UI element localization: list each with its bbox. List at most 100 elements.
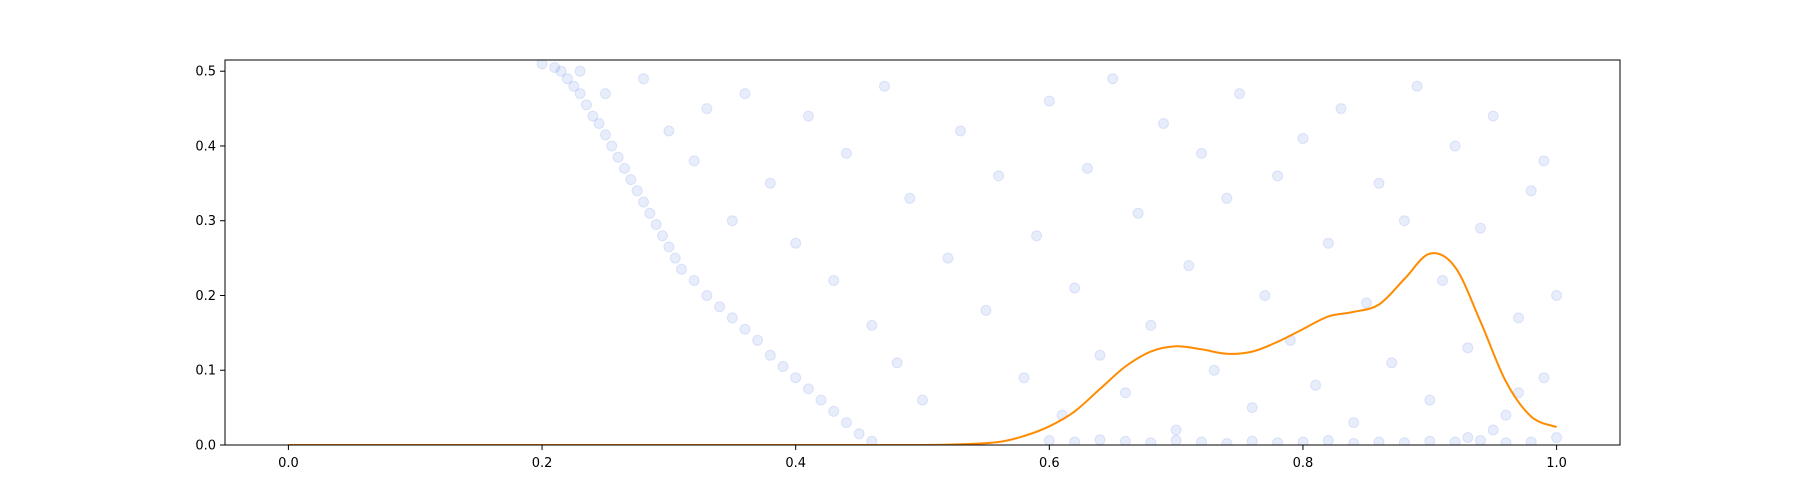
x-tick-label: 0.2: [532, 456, 553, 471]
scatter-point: [688, 275, 700, 286]
scatter-point: [663, 125, 675, 137]
scatter-point: [1158, 118, 1169, 129]
scatter-point: [657, 230, 668, 242]
scatter-point: [942, 252, 954, 264]
scatter-point: [1449, 140, 1461, 152]
scatter-point: [879, 80, 890, 92]
scatter-point: [790, 372, 802, 384]
scatter-point: [777, 361, 789, 372]
scatter-point: [866, 435, 878, 445]
scatter-point: [1234, 88, 1245, 100]
scatter-point: [612, 151, 624, 163]
scatter-point: [561, 73, 573, 85]
scatter-point: [866, 319, 878, 331]
x-tick-label: 1.0: [1546, 456, 1567, 471]
scatter-point: [1221, 438, 1233, 445]
scatter-point: [1208, 364, 1220, 376]
scatter-point: [701, 290, 713, 301]
scatter-point: [1538, 155, 1550, 167]
scatter-point: [1246, 435, 1258, 445]
scatter-point: [568, 80, 580, 92]
scatter-point: [1538, 372, 1550, 384]
density-curve-line: [288, 252, 1557, 445]
scatter-point: [625, 174, 637, 186]
scatter-point: [638, 73, 649, 85]
scatter-point: [1069, 436, 1081, 445]
scatter-point: [1487, 110, 1499, 122]
scatter-point: [631, 185, 643, 197]
scatter-point: [802, 110, 814, 122]
scatter-point: [593, 118, 605, 129]
scatter-point: [1424, 435, 1436, 445]
scatter-point: [1462, 432, 1474, 443]
scatter-point: [739, 323, 751, 335]
scatter-point: [1170, 435, 1182, 445]
scatter-point: [1069, 282, 1081, 294]
scatter-point: [815, 394, 827, 406]
scatter-point: [980, 304, 992, 316]
scatter-point: [536, 60, 548, 70]
scatter-point: [891, 357, 903, 369]
scatter-point: [600, 129, 611, 141]
x-tick-label: 0.8: [1293, 456, 1314, 471]
scatter-point: [993, 170, 1005, 182]
y-tick-label: 0.5: [195, 65, 216, 80]
scatter-point: [1386, 357, 1398, 369]
scatter-point: [752, 334, 764, 346]
scatter-point: [1348, 417, 1360, 429]
scatter-point: [663, 241, 675, 253]
scatter-point: [574, 65, 586, 77]
scatter-point: [1043, 435, 1055, 445]
scatter-point: [1259, 290, 1271, 301]
scatter-point: [828, 275, 840, 286]
scatter-point: [549, 62, 561, 73]
scatter-point: [802, 383, 814, 395]
scatter-point: [1297, 133, 1309, 144]
scatter-point: [1322, 237, 1334, 249]
scatter-point: [638, 196, 649, 208]
scatter-point: [840, 417, 852, 429]
y-tick-label: 0.3: [195, 214, 216, 229]
scatter-point: [1551, 290, 1563, 301]
scatter-point: [1373, 436, 1385, 445]
scatter-point: [1335, 103, 1347, 115]
scatter-point: [1145, 437, 1157, 445]
scatter-point: [1487, 424, 1499, 436]
scatter-point: [1119, 435, 1131, 445]
scatter-point: [1043, 95, 1055, 107]
scatter-point: [955, 125, 966, 137]
scatter-point: [714, 301, 726, 313]
scatter-point: [676, 263, 687, 275]
scatter-point: [1525, 436, 1537, 445]
scatter-point: [790, 237, 802, 249]
scatter-point: [917, 394, 928, 406]
scatter-point: [1424, 394, 1436, 406]
scatter-point: [587, 110, 599, 122]
scatter-point: [1500, 437, 1512, 445]
scatter-point: [619, 162, 630, 174]
scatter-point: [688, 155, 700, 167]
scatter-point: [1500, 409, 1512, 421]
scatter-point: [1031, 230, 1043, 242]
x-tick-label: 0.4: [785, 456, 806, 471]
scatter-point: [1310, 379, 1322, 391]
scatter-point: [764, 349, 776, 361]
scatter-point: [726, 215, 738, 227]
y-tick-label: 0.0: [195, 439, 216, 454]
scatter-point: [904, 192, 916, 204]
scatter-point: [701, 103, 713, 115]
scatter-point: [1475, 222, 1486, 234]
scatter-point: [853, 428, 865, 440]
scatter-point: [600, 88, 611, 100]
scatter-point: [1272, 170, 1284, 182]
scatter-point: [1119, 387, 1131, 399]
y-tick-label: 0.2: [195, 289, 216, 304]
scatter-point: [1094, 434, 1106, 445]
scatter-point: [1513, 387, 1524, 399]
scatter-point: [1513, 312, 1524, 324]
scatter-point: [1018, 372, 1030, 384]
scatter-point: [1411, 80, 1423, 92]
x-axis: 0.0 0.2 0.4 0.6 0.8 1.0: [278, 445, 1567, 471]
